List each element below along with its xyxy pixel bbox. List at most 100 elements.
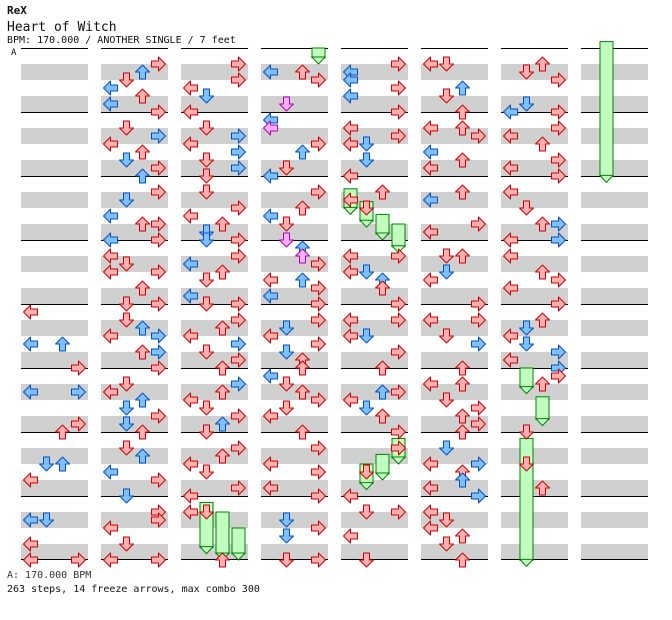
beat-stripe: [501, 224, 568, 240]
step-arrow: [215, 320, 230, 336]
step-arrow: [391, 344, 406, 360]
step-arrow: [231, 408, 246, 424]
step-arrow: [311, 72, 326, 88]
beat-stripe: [21, 96, 88, 112]
step-arrow: [519, 96, 534, 112]
step-arrow: [103, 552, 118, 568]
step-arrow: [391, 440, 406, 456]
step-arrow: [199, 400, 214, 416]
beat-stripe: [181, 128, 248, 144]
beat-stripe: [421, 80, 488, 96]
step-arrow: [55, 424, 70, 440]
step-arrow: [455, 376, 470, 392]
artist-name: ReX: [7, 4, 27, 17]
beat-stripe: [501, 448, 568, 464]
step-arrow: [455, 104, 470, 120]
step-arrow: [231, 480, 246, 496]
beat-stripe: [261, 64, 328, 80]
step-arrow: [215, 264, 230, 280]
step-arrow: [231, 200, 246, 216]
beat-stripe: [421, 112, 488, 128]
step-arrow: [295, 424, 310, 440]
step-arrow: [359, 136, 374, 152]
beat-stripe: [21, 416, 88, 432]
beat-stripe: [421, 160, 488, 176]
beat-stripe: [341, 80, 408, 96]
step-arrow: [279, 160, 294, 176]
beat-stripe: [21, 304, 88, 320]
beat-stripe: [341, 128, 408, 144]
step-arrow: [391, 296, 406, 312]
step-arrow: [295, 200, 310, 216]
step-arrow: [199, 152, 214, 168]
step-arrow: [23, 536, 38, 552]
beat-stripe: [581, 336, 648, 352]
step-arrow: [439, 328, 454, 344]
beat-stripe: [261, 448, 328, 464]
beat-stripe: [101, 208, 168, 224]
beat-stripe: [261, 192, 328, 208]
beat-stripe: [101, 544, 168, 560]
beat-stripe: [421, 544, 488, 560]
step-arrow: [455, 552, 470, 568]
step-arrow: [471, 216, 486, 232]
freeze-tail: [358, 219, 375, 228]
step-arrow: [103, 520, 118, 536]
freeze-arrow: [599, 41, 614, 177]
step-arrow: [535, 480, 550, 496]
beat-stripe: [101, 400, 168, 416]
step-arrow: [295, 384, 310, 400]
step-arrow: [23, 384, 38, 400]
step-arrow: [199, 184, 214, 200]
step-arrow: [503, 184, 518, 200]
beat-stripe: [581, 144, 648, 160]
freeze-arrow: [391, 223, 406, 248]
step-arrow: [263, 168, 278, 184]
step-arrow: [343, 72, 358, 88]
step-arrow: [119, 536, 134, 552]
beat-stripe: [181, 176, 248, 192]
beat-stripe: [261, 400, 328, 416]
beat-stripe: [261, 96, 328, 112]
beat-stripe: [101, 336, 168, 352]
beat-stripe: [261, 352, 328, 368]
step-arrow: [535, 376, 550, 392]
beat-stripe: [181, 336, 248, 352]
beat-stripe: [21, 496, 88, 512]
step-arrow: [231, 336, 246, 352]
step-arrow: [279, 96, 294, 112]
step-arrow: [231, 440, 246, 456]
beat-stripe: [181, 272, 248, 288]
step-arrow: [263, 208, 278, 224]
beat-stripe: [101, 272, 168, 288]
step-arrow: [151, 408, 166, 424]
beat-stripe: [101, 288, 168, 304]
step-arrow: [311, 336, 326, 352]
step-arrow: [503, 280, 518, 296]
step-arrow: [295, 272, 310, 288]
beat-stripe: [261, 80, 328, 96]
beat-stripe: [21, 80, 88, 96]
step-arrow: [183, 328, 198, 344]
step-arrow: [231, 312, 246, 328]
step-arrow: [359, 328, 374, 344]
step-arrow: [471, 488, 486, 504]
beat-stripe: [21, 128, 88, 144]
beat-stripe: [501, 480, 568, 496]
step-arrow: [535, 264, 550, 280]
step-arrow: [391, 424, 406, 440]
step-arrow: [151, 472, 166, 488]
step-arrow: [455, 120, 470, 136]
beat-stripe: [501, 496, 568, 512]
beat-stripe: [341, 496, 408, 512]
beat-stripe: [421, 64, 488, 80]
freeze-tail: [230, 552, 247, 561]
beat-stripe: [341, 192, 408, 208]
step-arrow: [343, 392, 358, 408]
step-arrow: [279, 400, 294, 416]
step-arrow: [263, 456, 278, 472]
step-arrow: [119, 440, 134, 456]
beat-stripe: [101, 496, 168, 512]
step-arrow: [103, 136, 118, 152]
freeze-arrow: [375, 453, 390, 475]
